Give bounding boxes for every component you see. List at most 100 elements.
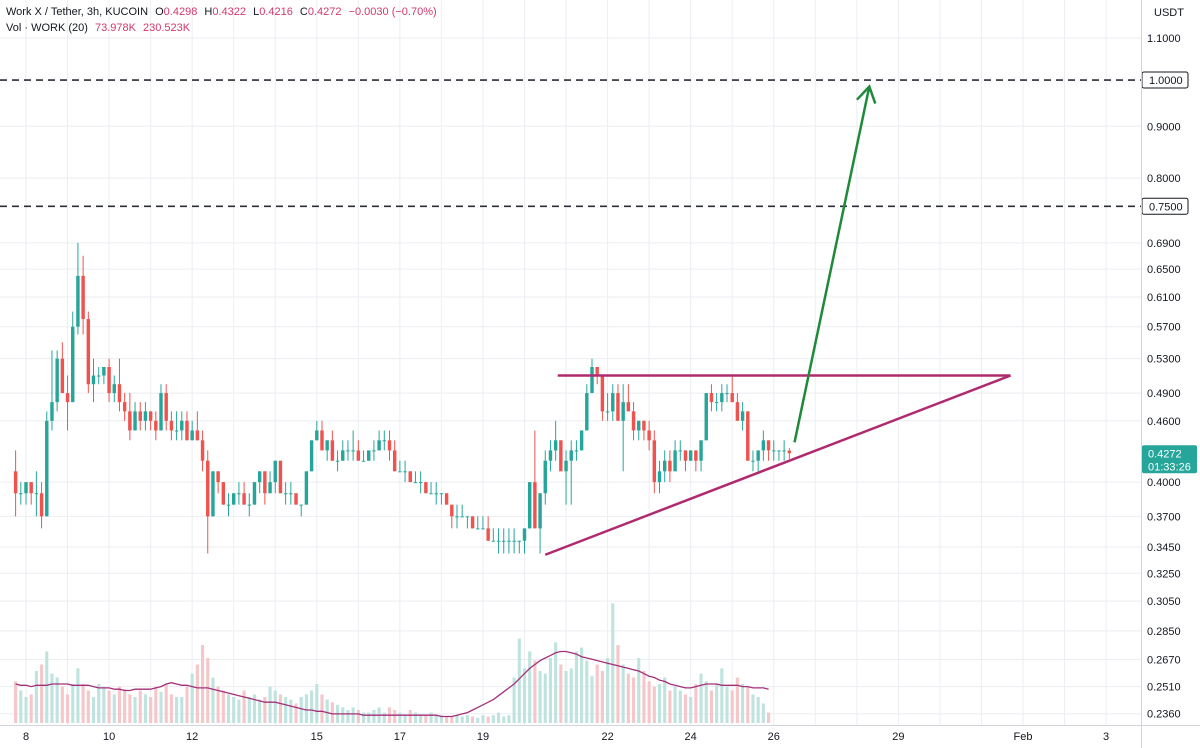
- candle[interactable]: [221, 482, 226, 505]
- candle[interactable]: [122, 393, 127, 421]
- candle[interactable]: [533, 430, 537, 529]
- candle[interactable]: [424, 482, 428, 494]
- candle[interactable]: [486, 516, 490, 541]
- horizontal-levels[interactable]: 1.0000 0.7500: [0, 71, 1189, 215]
- candle[interactable]: [206, 450, 210, 554]
- candle[interactable]: [772, 440, 776, 461]
- candle[interactable]: [325, 440, 329, 461]
- candle[interactable]: [782, 440, 786, 461]
- candle[interactable]: [507, 528, 511, 554]
- candle[interactable]: [787, 448, 792, 460]
- candle[interactable]: [263, 471, 267, 505]
- candle[interactable]: [611, 384, 615, 421]
- candle[interactable]: [289, 482, 293, 505]
- candle[interactable]: [309, 440, 314, 472]
- candle[interactable]: [631, 402, 636, 441]
- candle[interactable]: [496, 528, 501, 554]
- candle[interactable]: [133, 402, 137, 431]
- candle[interactable]: [367, 450, 371, 461]
- candle[interactable]: [605, 393, 610, 421]
- candle[interactable]: [538, 493, 542, 554]
- candle[interactable]: [616, 384, 620, 421]
- candle[interactable]: [143, 402, 148, 431]
- candle[interactable]: [637, 420, 641, 441]
- candle[interactable]: [159, 384, 163, 431]
- candle[interactable]: [652, 430, 657, 494]
- candle[interactable]: [502, 528, 506, 554]
- candle[interactable]: [657, 460, 662, 494]
- candle[interactable]: [522, 528, 527, 554]
- candle[interactable]: [512, 528, 516, 554]
- candle[interactable]: [527, 482, 532, 529]
- candle[interactable]: [273, 460, 277, 494]
- candle[interactable]: [34, 471, 39, 517]
- candle[interactable]: [476, 516, 480, 530]
- candle[interactable]: [283, 482, 288, 505]
- candle[interactable]: [491, 528, 496, 542]
- candle[interactable]: [299, 504, 303, 517]
- candle[interactable]: [237, 482, 241, 505]
- candle[interactable]: [470, 516, 475, 529]
- candle[interactable]: [569, 440, 573, 505]
- candle[interactable]: [242, 482, 246, 505]
- candle[interactable]: [346, 440, 350, 461]
- candle[interactable]: [320, 420, 324, 451]
- candle[interactable]: [761, 430, 766, 461]
- candle[interactable]: [756, 450, 760, 472]
- candle[interactable]: [418, 471, 423, 494]
- candle[interactable]: [24, 482, 28, 505]
- candle[interactable]: [13, 450, 18, 517]
- candle[interactable]: [55, 350, 59, 412]
- candle[interactable]: [60, 342, 65, 394]
- candle[interactable]: [392, 440, 397, 472]
- candle[interactable]: [257, 471, 262, 494]
- candle[interactable]: [694, 450, 698, 472]
- candle[interactable]: [294, 493, 298, 505]
- candle[interactable]: [335, 450, 340, 472]
- candle[interactable]: [668, 450, 672, 483]
- candle[interactable]: [481, 516, 485, 530]
- candle[interactable]: [579, 430, 584, 451]
- candle[interactable]: [683, 450, 688, 472]
- candle[interactable]: [740, 402, 745, 431]
- volume-label[interactable]: Vol · WORK (20): [6, 22, 88, 34]
- candle[interactable]: [91, 358, 96, 403]
- candle[interactable]: [720, 384, 724, 412]
- candle[interactable]: [185, 411, 189, 441]
- candle[interactable]: [190, 420, 194, 441]
- candle[interactable]: [102, 366, 106, 385]
- candle[interactable]: [460, 504, 464, 518]
- candle[interactable]: [29, 482, 33, 505]
- candle[interactable]: [180, 411, 184, 441]
- candle[interactable]: [543, 450, 547, 505]
- candle[interactable]: [372, 440, 376, 461]
- candle[interactable]: [387, 430, 392, 461]
- candle[interactable]: [377, 430, 381, 451]
- candle[interactable]: [164, 384, 168, 431]
- candle[interactable]: [356, 440, 361, 461]
- candle[interactable]: [247, 493, 252, 517]
- candle[interactable]: [148, 411, 153, 431]
- candle[interactable]: [673, 440, 677, 472]
- candle[interactable]: [678, 440, 682, 461]
- candle[interactable]: [169, 411, 174, 441]
- support-line[interactable]: [544, 374, 1011, 556]
- candle[interactable]: [465, 516, 470, 529]
- candle[interactable]: [766, 440, 771, 461]
- candle[interactable]: [777, 450, 781, 461]
- candle[interactable]: [746, 411, 750, 461]
- candle[interactable]: [86, 311, 91, 394]
- candle[interactable]: [39, 482, 44, 529]
- candle[interactable]: [107, 358, 111, 403]
- candle[interactable]: [226, 493, 231, 517]
- arrow-head[interactable]: [855, 84, 877, 105]
- candle[interactable]: [112, 375, 116, 403]
- candle[interactable]: [216, 471, 220, 494]
- candle[interactable]: [200, 430, 205, 472]
- candle[interactable]: [117, 358, 122, 412]
- candle[interactable]: [704, 393, 708, 441]
- candle[interactable]: [709, 384, 714, 412]
- symbol-title[interactable]: Work X / Tether, 3h, KUCOIN: [6, 6, 149, 18]
- candle[interactable]: [278, 460, 283, 494]
- candle[interactable]: [65, 375, 70, 431]
